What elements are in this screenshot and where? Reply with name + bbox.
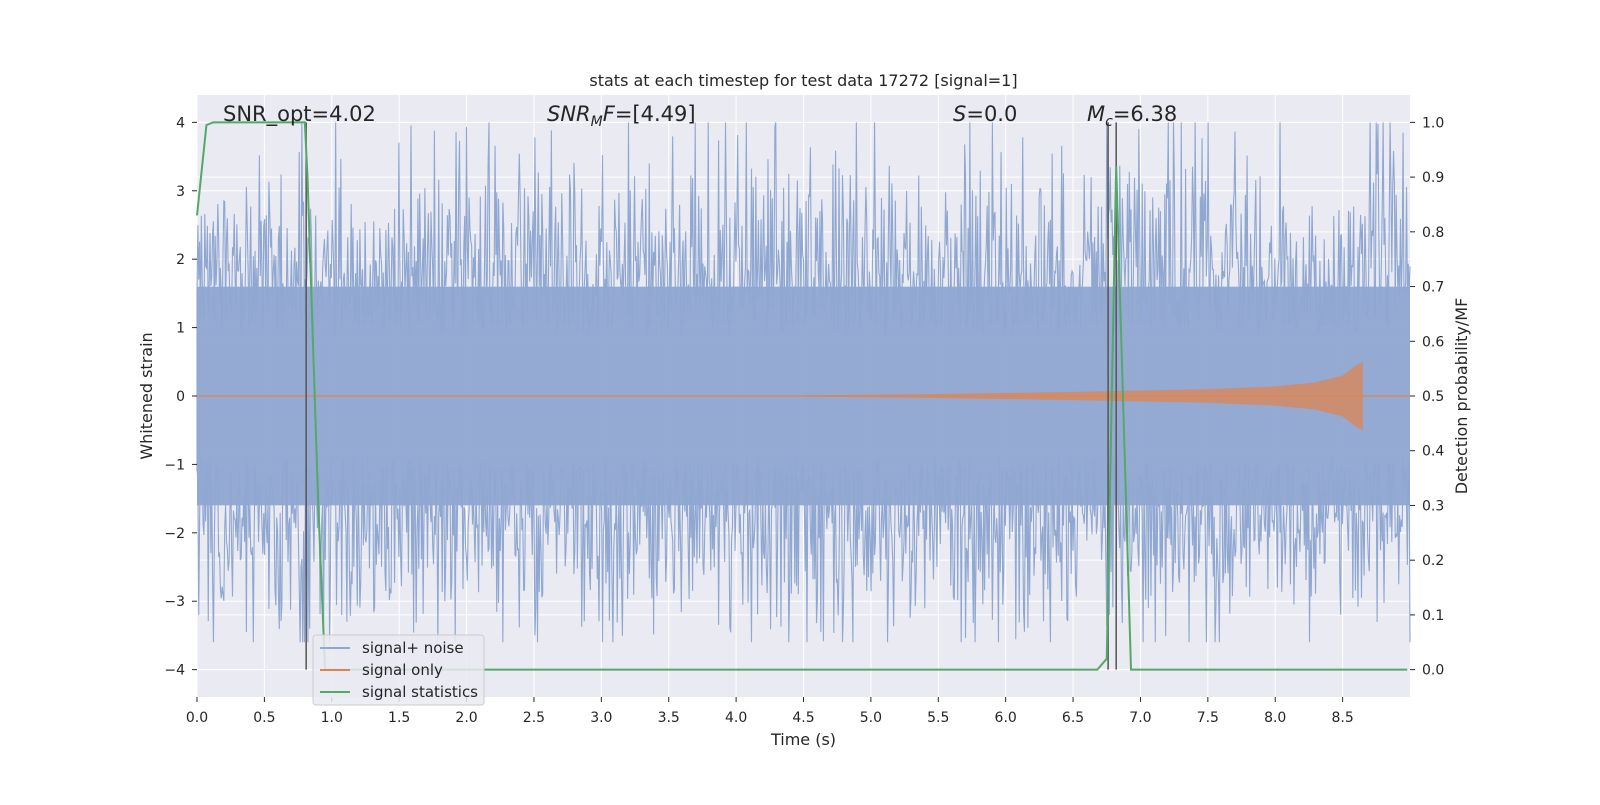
annotation-snr-mf-suffix: =[4.49] <box>615 102 696 126</box>
x-axis-label: Time (s) <box>770 730 836 749</box>
x-tick-label: 7.5 <box>1197 710 1219 726</box>
y-tick-label: 4 <box>176 115 185 131</box>
series-signal-statistics <box>196 121 1408 671</box>
y-tick-label: 0 <box>176 389 185 405</box>
x-tick-label: 8.5 <box>1331 710 1353 726</box>
annotation-snr-mf-suffix-italic: F <box>603 102 616 126</box>
signal-statistics-line <box>196 121 1408 671</box>
y-right-tick-label: 1.0 <box>1422 115 1444 131</box>
x-tick-label: 5.0 <box>860 710 882 726</box>
legend-box <box>312 634 485 706</box>
x-tick-label: 7.0 <box>1129 710 1151 726</box>
noise-upper-trace <box>196 122 1411 396</box>
axes-layer: 0.0 0.5 1.0 1.5 2.0 2.5 3.0 3.5 4.0 4.5 5.0 5.5 6.0 6… <box>164 115 1444 726</box>
y-tick-label: −4 <box>164 663 185 679</box>
x-tick-label: 3.5 <box>658 710 680 726</box>
x-tick-label: 3.0 <box>590 710 612 726</box>
x-tick-label: 0.0 <box>186 710 208 726</box>
y-tick-label: 2 <box>176 252 185 268</box>
y-axis-right-label: Detection probability/MF <box>1452 298 1471 495</box>
y-right-tick-label: 0.8 <box>1422 225 1444 241</box>
chart-title: stats at each timestep for test data 172… <box>589 71 1017 90</box>
annotation-mc: Mc=6.38 <box>1087 102 1177 130</box>
annotation-s-value: =0.0 <box>966 102 1017 126</box>
legend: signal+ noise signal only signal statistic… <box>312 634 485 706</box>
legend-label: signal+ noise <box>362 639 464 657</box>
y-tick-label: −1 <box>164 457 185 473</box>
y-tick-label: 1 <box>176 321 185 337</box>
x-tick-label: 0.5 <box>253 710 275 726</box>
annotation-s: S=0.0 <box>953 102 1017 126</box>
y-tick-label: −2 <box>164 526 185 542</box>
series-signal-only <box>197 361 1410 431</box>
y-right-tick-label: 0.5 <box>1422 389 1444 405</box>
annotation-mc-value: =6.38 <box>1113 102 1177 126</box>
y-right-tick-label: 0.3 <box>1422 498 1444 514</box>
y-right-tick-label: 0.9 <box>1422 170 1444 186</box>
annotation-snr-mf-sub: M <box>591 114 603 130</box>
x-tick-label: 5.5 <box>927 710 949 726</box>
x-tick-label: 1.0 <box>321 710 343 726</box>
y-right-tick-label: 0.6 <box>1422 334 1444 350</box>
y-tick-label: −3 <box>164 594 185 610</box>
x-tick-label: 4.5 <box>792 710 814 726</box>
annotation-snr-mf-prefix: SNR <box>547 102 591 126</box>
x-tick-label: 8.0 <box>1264 710 1286 726</box>
y-right-tick-label: 0.4 <box>1422 444 1444 460</box>
y-right-tick-label: 0.2 <box>1422 553 1444 569</box>
x-tick-label: 2.0 <box>455 710 477 726</box>
y-right-tick-label: 0.7 <box>1422 280 1444 296</box>
annotation-snr-mf: SNRMF=[4.49] <box>547 102 696 130</box>
y-axis-label: Whitened strain <box>137 332 156 459</box>
y-right-tick-label: 0.0 <box>1422 663 1444 679</box>
annotation-snr-opt: SNR_opt=4.02 <box>223 102 376 127</box>
annotation-mc-sub: c <box>1105 114 1113 130</box>
x-tick-label: 4.0 <box>725 710 747 726</box>
x-tick-label: 2.5 <box>523 710 545 726</box>
legend-label: signal statistics <box>362 683 478 701</box>
annotation-mc-symbol: M <box>1087 102 1105 126</box>
annotation-s-symbol: S <box>953 102 966 126</box>
noise-lower-trace <box>196 396 1411 643</box>
x-tick-label: 1.5 <box>388 710 410 726</box>
y-right-tick-label: 0.1 <box>1422 608 1444 624</box>
legend-label: signal only <box>362 661 443 679</box>
x-tick-label: 6.5 <box>1062 710 1084 726</box>
x-tick-label: 6.0 <box>995 710 1017 726</box>
y-tick-label: 3 <box>176 184 185 200</box>
